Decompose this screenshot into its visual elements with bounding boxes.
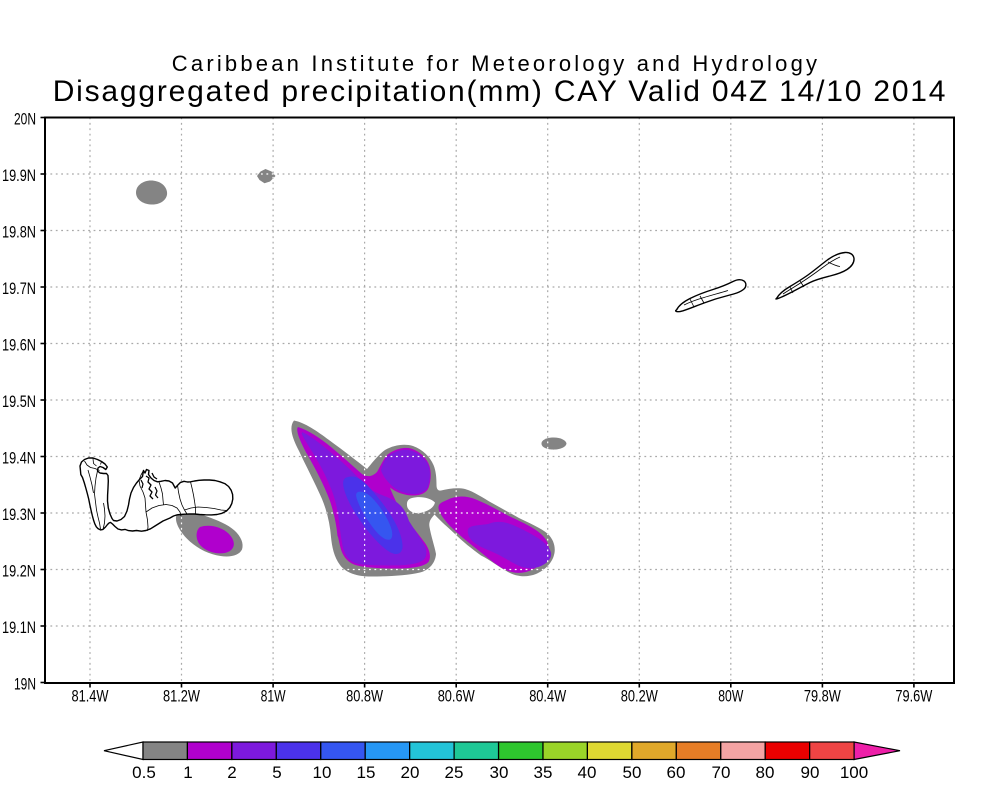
svg-text:19.7N: 19.7N <box>2 279 36 298</box>
svg-text:79.8W: 79.8W <box>804 687 841 706</box>
svg-text:80.2W: 80.2W <box>621 687 658 706</box>
svg-text:15: 15 <box>357 763 376 782</box>
svg-text:79.6W: 79.6W <box>895 687 932 706</box>
svg-text:80.8W: 80.8W <box>346 687 383 706</box>
svg-text:81.4W: 81.4W <box>72 687 109 706</box>
svg-text:50: 50 <box>623 763 642 782</box>
svg-text:81W: 81W <box>261 687 286 706</box>
svg-text:80.4W: 80.4W <box>529 687 566 706</box>
svg-text:19N: 19N <box>14 675 36 694</box>
svg-text:20: 20 <box>401 763 420 782</box>
svg-text:90: 90 <box>801 763 820 782</box>
svg-text:80: 80 <box>756 763 775 782</box>
svg-text:19.1N: 19.1N <box>2 618 36 637</box>
svg-text:19.5N: 19.5N <box>2 392 36 411</box>
svg-text:Caribbean Institute for Meteor: Caribbean Institute for Meteorology and … <box>172 51 820 76</box>
svg-text:80.6W: 80.6W <box>438 687 475 706</box>
svg-text:19.6N: 19.6N <box>2 336 36 355</box>
svg-text:40: 40 <box>578 763 597 782</box>
svg-text:2: 2 <box>227 763 236 782</box>
svg-text:60: 60 <box>667 763 686 782</box>
svg-text:35: 35 <box>534 763 553 782</box>
svg-text:10: 10 <box>313 763 332 782</box>
svg-text:19.2N: 19.2N <box>2 562 36 581</box>
svg-text:19.4N: 19.4N <box>2 449 36 468</box>
svg-text:1: 1 <box>183 763 192 782</box>
svg-text:0.5: 0.5 <box>132 763 156 782</box>
svg-text:Disaggregated precipitation(mm: Disaggregated precipitation(mm) CAY Vali… <box>53 75 948 108</box>
svg-text:20N: 20N <box>14 110 36 129</box>
svg-text:30: 30 <box>490 763 509 782</box>
svg-text:19.8N: 19.8N <box>2 223 36 242</box>
svg-text:80W: 80W <box>718 687 743 706</box>
svg-text:5: 5 <box>272 763 281 782</box>
svg-text:70: 70 <box>712 763 731 782</box>
svg-text:25: 25 <box>445 763 464 782</box>
svg-text:100: 100 <box>840 763 868 782</box>
svg-text:19.9N: 19.9N <box>2 166 36 185</box>
svg-text:19.3N: 19.3N <box>2 505 36 524</box>
svg-text:81.2W: 81.2W <box>163 687 200 706</box>
